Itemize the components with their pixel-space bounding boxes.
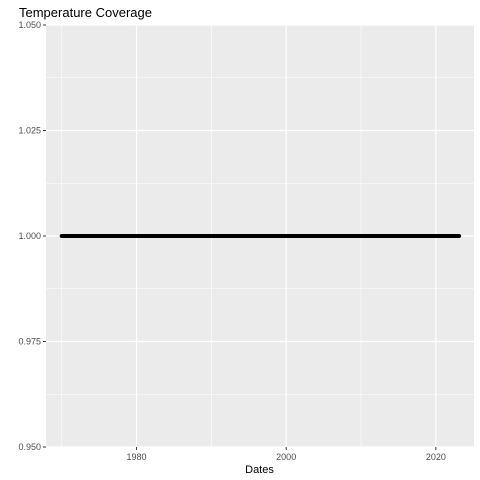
y-tick-label: 1.050 xyxy=(18,20,41,30)
x-tick-label: 2020 xyxy=(426,452,446,462)
chart-title: Temperature Coverage xyxy=(19,5,152,20)
y-tick-label: 1.025 xyxy=(18,126,41,136)
y-tick-label: 0.950 xyxy=(18,442,41,452)
x-axis-title: Dates xyxy=(245,464,274,476)
y-tick-label: 0.975 xyxy=(18,337,41,347)
x-tick-label: 2000 xyxy=(276,452,296,462)
y-tick-label: 1.000 xyxy=(18,231,41,241)
y-axis: 0.950 0.975 1.000 1.025 1.050 xyxy=(18,20,46,452)
x-tick-label: 1980 xyxy=(127,452,147,462)
x-axis: 1980 2000 2020 xyxy=(127,447,446,462)
